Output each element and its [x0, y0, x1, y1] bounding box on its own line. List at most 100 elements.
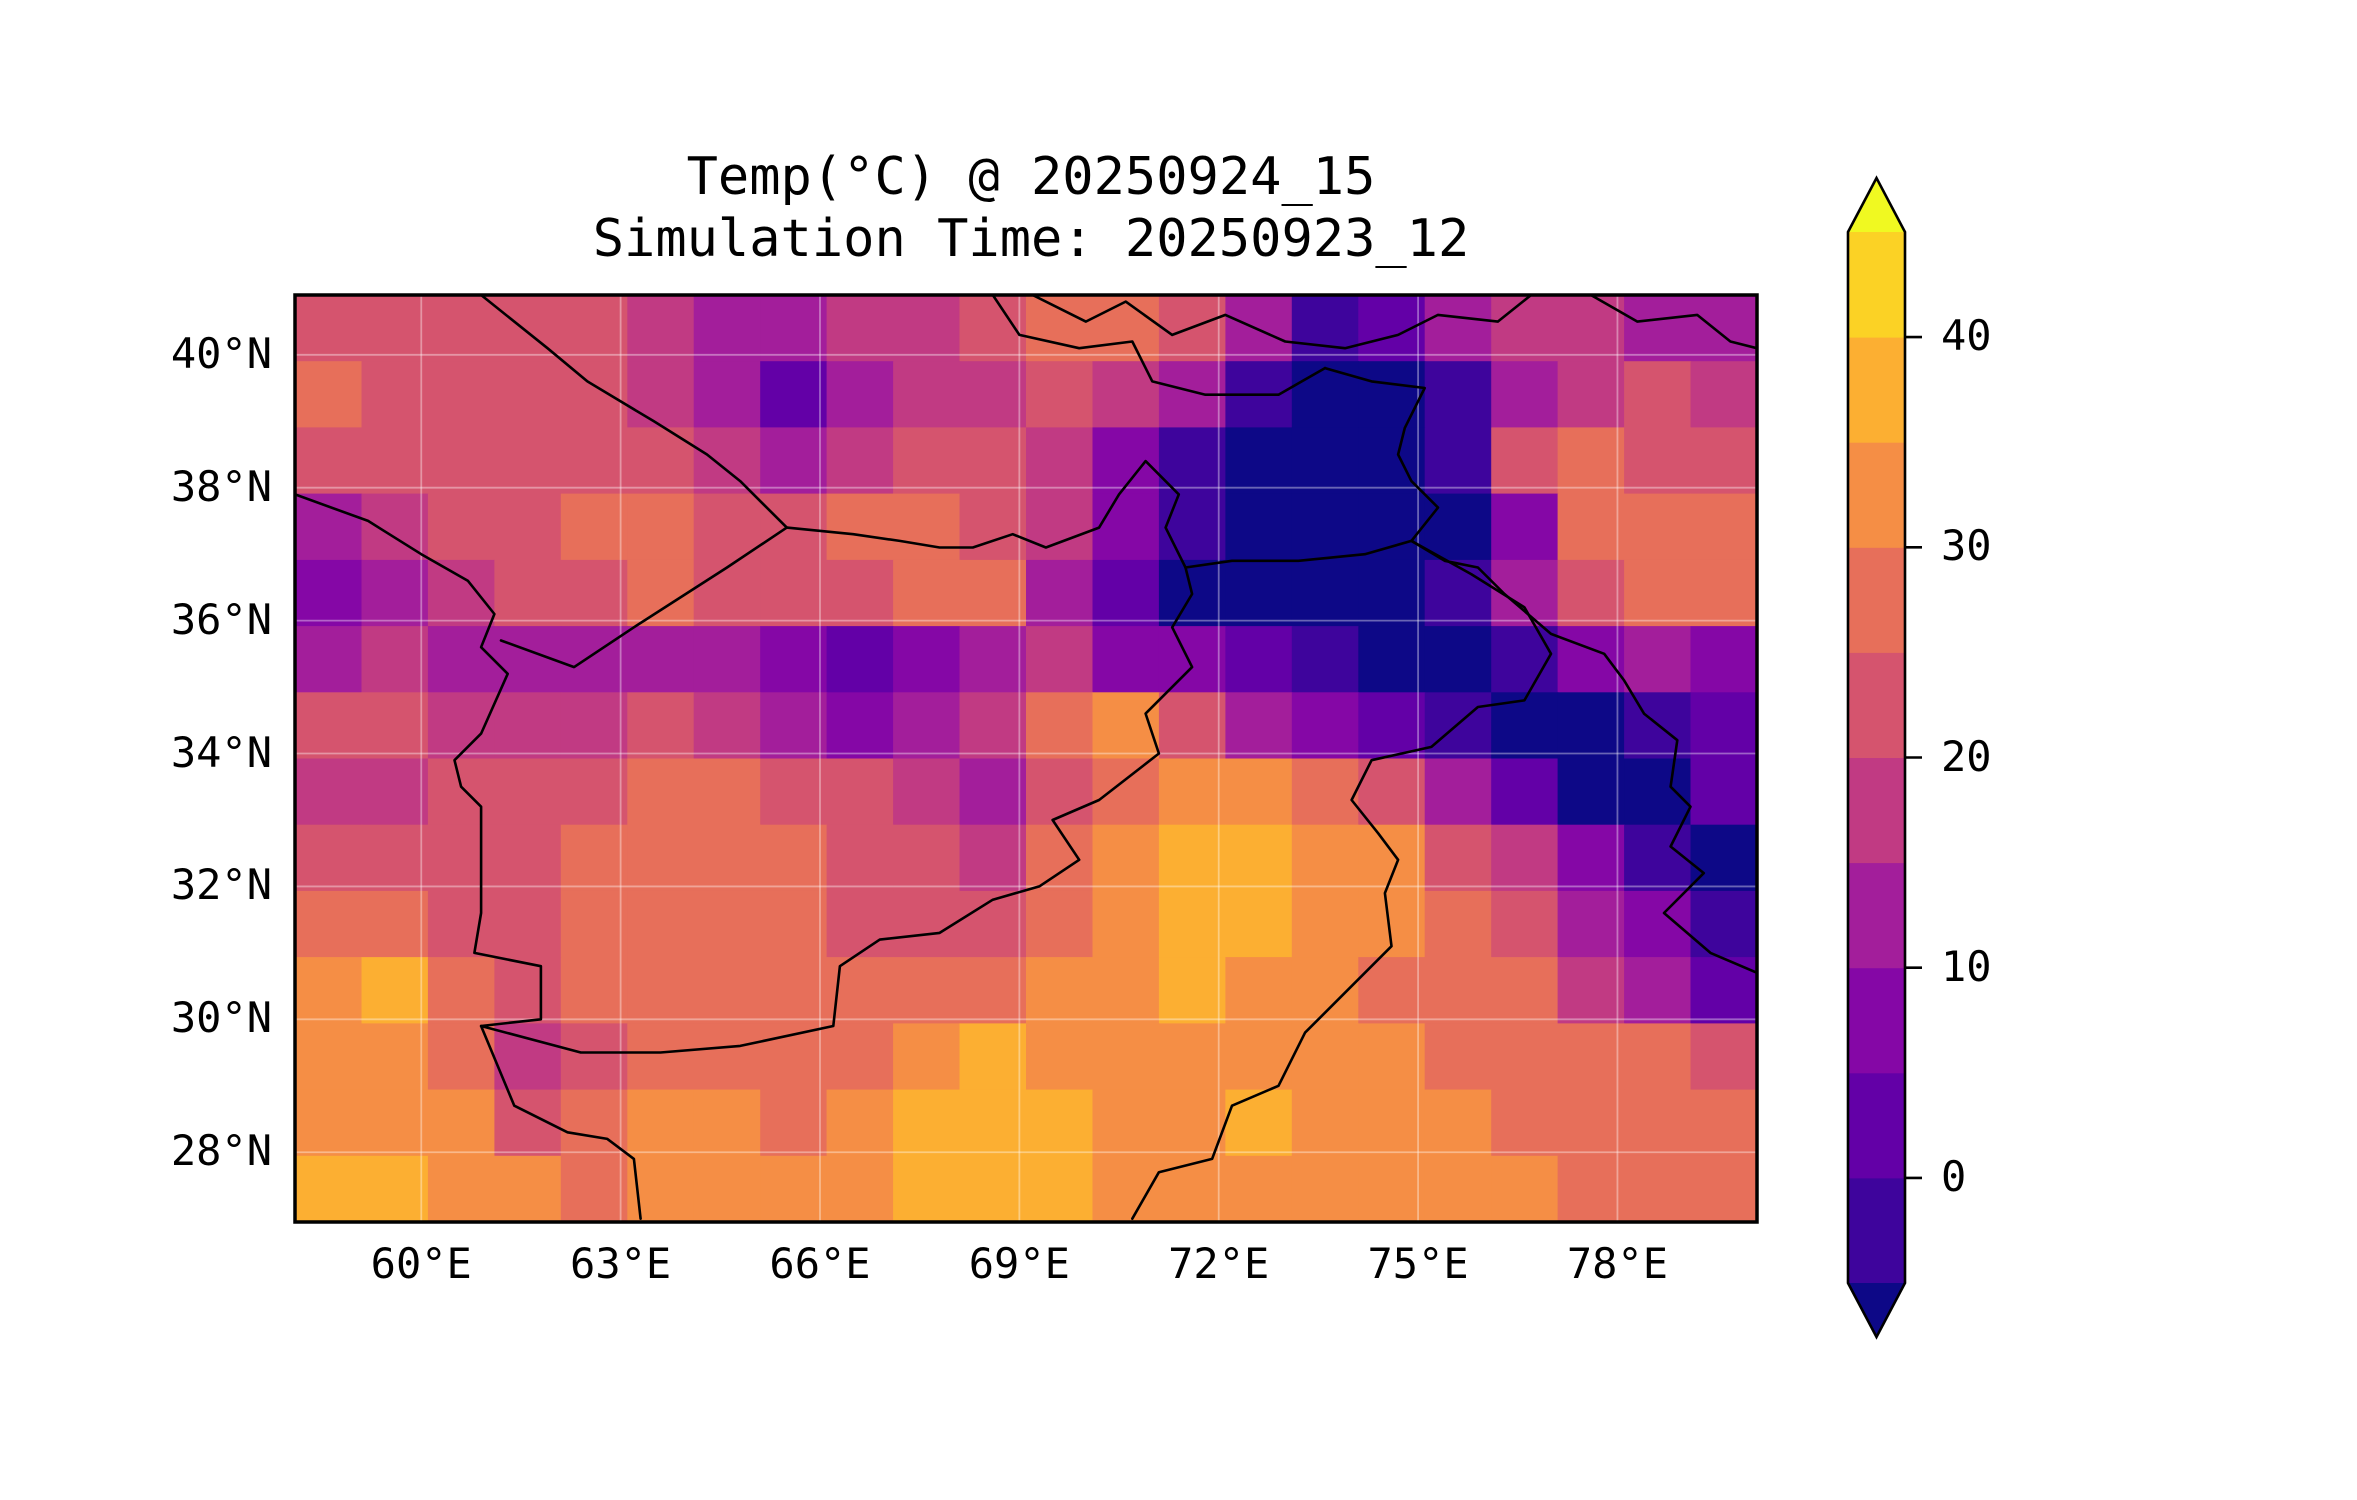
heatmap-cell [1158, 427, 1226, 495]
colorbar-over-arrow [1848, 178, 1905, 232]
heatmap-cell [1624, 1155, 1692, 1222]
heatmap-cell [959, 1089, 1027, 1157]
heatmap-cell [1225, 890, 1293, 958]
heatmap-cell [1557, 890, 1625, 958]
heatmap-cell [826, 1023, 894, 1091]
heatmap-cell [1358, 295, 1426, 362]
heatmap-cell [1291, 692, 1359, 760]
colorbar-tick-label-0: 0 [1941, 1151, 1967, 1201]
heatmap-cell [1690, 824, 1757, 892]
heatmap-cell [361, 1155, 429, 1222]
heatmap-cell [1026, 758, 1094, 826]
heatmap-cell [826, 1089, 894, 1157]
heatmap-cell [1225, 957, 1293, 1024]
heatmap-cell [427, 427, 495, 495]
heatmap-cell [494, 1023, 562, 1091]
heatmap-cell [1358, 1023, 1426, 1091]
colorbar-band-15-20 [1848, 757, 1905, 864]
heatmap-cell [893, 890, 961, 958]
heatmap-cell [1291, 626, 1359, 693]
heatmap-cell [1690, 758, 1757, 826]
heatmap-cell [295, 1155, 363, 1222]
y-tick-label-36N: 36°N [170, 594, 272, 644]
colorbar [1846, 175, 1922, 1340]
border-line-turkmenistan-uzbekistan-afghanistan [479, 295, 789, 669]
heatmap-cell [1092, 824, 1160, 892]
heatmap-cell [959, 758, 1027, 826]
heatmap-cell [1491, 361, 1559, 428]
heatmap-cell [893, 427, 961, 495]
heatmap-cell [826, 427, 894, 495]
heatmap-cell [1491, 758, 1559, 826]
colorbar-under-arrow [1848, 1283, 1905, 1337]
heatmap-cell [627, 559, 695, 627]
country-borders [295, 295, 1757, 1221]
heatmap-cell [1424, 427, 1492, 495]
heatmap-cell [1690, 559, 1757, 627]
heatmap-cell [893, 1023, 961, 1091]
heatmap-cell [1690, 890, 1757, 958]
heatmap-cell [1026, 692, 1094, 760]
heatmap-cell [893, 493, 961, 561]
heatmap-cell [1491, 957, 1559, 1024]
heatmap-cell [1158, 758, 1226, 826]
heatmap-cell [1291, 824, 1359, 892]
heatmap-cell [1690, 361, 1757, 428]
heatmap-cell [1291, 295, 1359, 362]
heatmap-cell [1158, 1023, 1226, 1091]
heatmap-cell [494, 559, 562, 627]
heatmap-cell [1690, 1089, 1757, 1157]
heatmap-cell [1026, 361, 1094, 428]
x-tick-label-78E: 78°E [1566, 1239, 1669, 1288]
colorbar-tick-label-30: 30 [1941, 521, 1992, 571]
heatmap-cell [1424, 1089, 1492, 1157]
heatmap-cell [1291, 493, 1359, 561]
heatmap-cell [1092, 361, 1160, 428]
heatmap-cell [959, 824, 1027, 892]
heatmap-cell [1557, 626, 1625, 693]
heatmap-cell [1158, 692, 1226, 760]
plot-title: Temp(°C) @ 20250924_15 [686, 147, 1376, 207]
heatmap-cell [1624, 427, 1692, 495]
heatmap-cell [295, 427, 363, 495]
heatmap-cell [295, 692, 363, 760]
heatmap-cell [959, 361, 1027, 428]
heatmap-cell [693, 427, 761, 495]
heatmap-cell [295, 493, 363, 561]
heatmap-cell [826, 559, 894, 627]
heatmap-cell [959, 1023, 1027, 1091]
heatmap-cell [826, 626, 894, 693]
heatmap-cell [693, 559, 761, 627]
heatmap-cell [1092, 890, 1160, 958]
heatmap-cell [760, 692, 828, 760]
heatmap-cell [560, 1023, 628, 1091]
heatmap-cell [560, 957, 628, 1024]
heatmap-cell [427, 758, 495, 826]
heatmap-cell [1491, 890, 1559, 958]
y-tick-label-32N: 32°N [170, 860, 272, 910]
heatmap-cell [494, 824, 562, 892]
colorbar-band-0-5 [1848, 1072, 1905, 1179]
heatmap-cell [1624, 295, 1692, 362]
heatmap-cell [1491, 493, 1559, 561]
heatmap-cell [1092, 295, 1160, 362]
heatmap-cell [1225, 559, 1293, 627]
heatmap-cell [560, 361, 628, 428]
heatmap-cell [494, 427, 562, 495]
heatmap-cell [893, 1089, 961, 1157]
heatmap-cell [1557, 1023, 1625, 1091]
heatmap-cell [427, 295, 495, 362]
heatmap-cell [361, 758, 429, 826]
heatmap-cell [494, 1155, 562, 1222]
heatmap-cell [361, 957, 429, 1024]
heatmap-cell [1291, 1023, 1359, 1091]
heatmap-cell [693, 758, 761, 826]
heatmap-cell [1624, 626, 1692, 693]
heatmap-cell [427, 890, 495, 958]
heatmap-cell [693, 361, 761, 428]
heatmap-cell [959, 493, 1027, 561]
y-tick-label-30N: 30°N [170, 993, 272, 1043]
colorbar-band-35-40 [1848, 337, 1905, 443]
heatmap-cell [361, 626, 429, 693]
heatmap-cell [1690, 957, 1757, 1024]
